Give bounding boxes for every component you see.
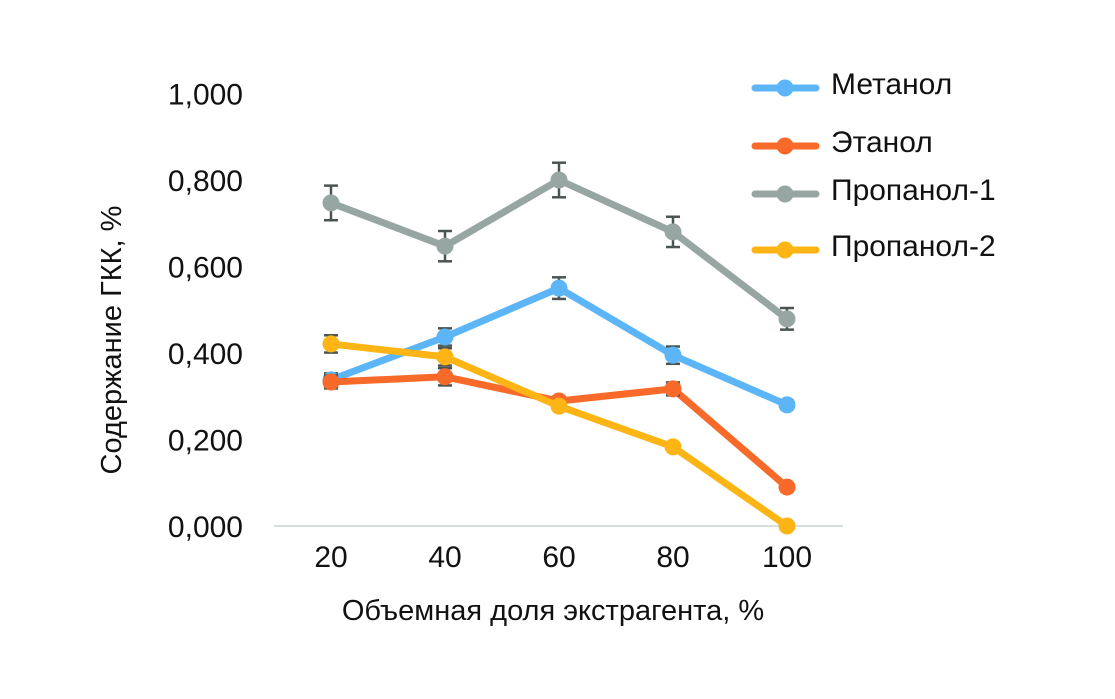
y-axis-title: Содержание ГКК, %: [96, 206, 128, 475]
legend-label: Пропанол-1: [831, 174, 996, 207]
legend-item: Пропанол-2: [751, 230, 996, 263]
y-tick-label: 0,200: [168, 425, 243, 458]
x-tick-label: 20: [314, 541, 347, 574]
data-point: [550, 279, 568, 297]
data-point: [436, 348, 454, 366]
data-point: [550, 171, 568, 189]
data-point: [664, 438, 682, 456]
data-point: [322, 335, 340, 353]
data-point: [550, 397, 568, 415]
data-point: [778, 396, 796, 414]
legend-label: Метанол: [831, 68, 952, 101]
y-tick-label: 0,000: [168, 511, 243, 544]
series-4: [322, 334, 796, 535]
x-tick-label: 80: [656, 541, 689, 574]
data-point: [436, 328, 454, 346]
data-point: [436, 368, 454, 386]
y-tick-label: 1,000: [168, 79, 243, 112]
x-tick-label: 100: [762, 541, 812, 574]
data-point: [664, 346, 682, 364]
data-point: [322, 194, 340, 212]
y-tick-label: 0,800: [168, 165, 243, 198]
x-axis-title: Объемная доля экстрагента, %: [342, 595, 764, 627]
legend-item: Пропанол-1: [751, 174, 996, 207]
data-point: [322, 373, 340, 391]
series-3: [322, 161, 796, 331]
series-2: [322, 366, 796, 496]
data-point: [778, 517, 796, 535]
legend-marker-icon: [776, 185, 794, 203]
y-tick-label: 0,600: [168, 252, 243, 285]
legend-marker-icon: [776, 137, 794, 155]
data-point: [778, 310, 796, 328]
data-point: [664, 380, 682, 398]
data-point: [664, 223, 682, 241]
legend-label: Этанол: [831, 126, 933, 159]
legend-marker-icon: [776, 241, 794, 259]
data-point: [436, 237, 454, 255]
x-tick-label: 40: [428, 541, 461, 574]
legend-label: Пропанол-2: [831, 230, 996, 263]
series-line: [327, 340, 791, 530]
series-line: [327, 284, 791, 409]
x-tick-label: 60: [542, 541, 575, 574]
legend-marker-icon: [776, 79, 794, 97]
legend-item: Этанол: [751, 126, 933, 159]
legend-item: Метанол: [751, 68, 952, 101]
data-point: [778, 478, 796, 496]
y-tick-label: 0,400: [168, 338, 243, 371]
